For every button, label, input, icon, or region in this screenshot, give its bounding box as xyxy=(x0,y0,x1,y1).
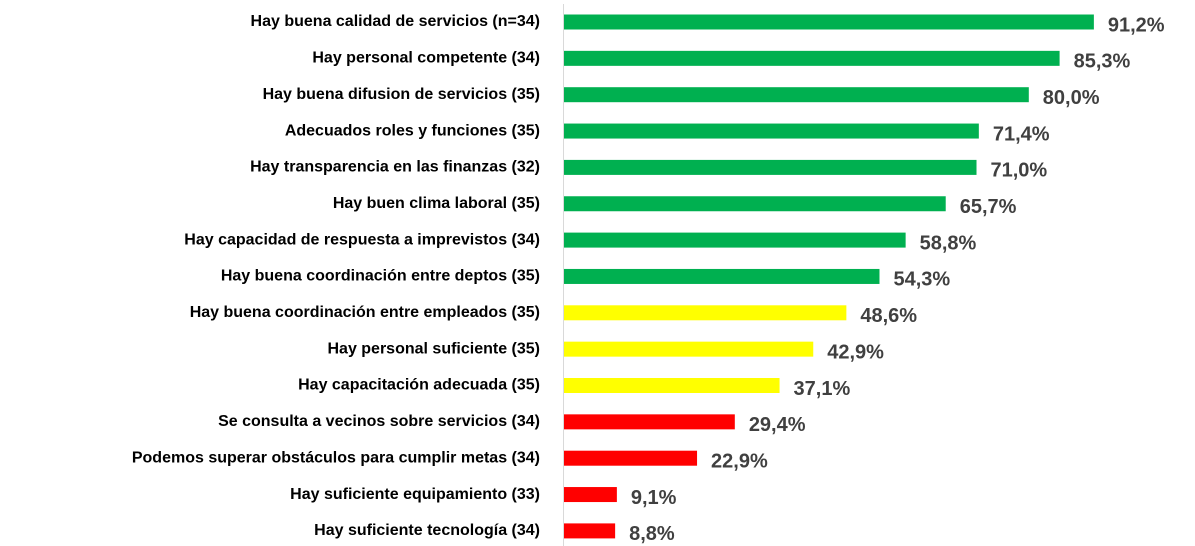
value-label: 37,1% xyxy=(794,378,851,400)
category-label: Hay buena calidad de servicios (n=34) xyxy=(251,13,540,30)
value-label: 65,7% xyxy=(960,196,1017,218)
category-label: Hay personal suficiente (35) xyxy=(327,340,540,357)
bar xyxy=(564,232,906,248)
bar xyxy=(564,87,1029,103)
bar xyxy=(564,268,880,284)
category-label: Hay buena coordinación entre empleados (… xyxy=(190,304,540,321)
category-label: Hay buen clima laboral (35) xyxy=(333,195,540,212)
value-label: 71,4% xyxy=(993,123,1050,145)
value-label: 42,9% xyxy=(827,341,884,363)
bar xyxy=(564,523,616,539)
bar xyxy=(564,414,735,430)
value-label: 58,8% xyxy=(920,232,977,254)
bar xyxy=(564,123,979,139)
category-label: Hay suficiente tecnología (34) xyxy=(314,522,540,539)
value-label: 9,1% xyxy=(631,487,677,509)
category-label: Se consulta a vecinos sobre servicios (3… xyxy=(218,413,540,430)
bar xyxy=(564,305,847,321)
value-label: 48,6% xyxy=(860,305,917,327)
value-label: 80,0% xyxy=(1043,87,1100,109)
value-label: 29,4% xyxy=(749,414,806,436)
bar xyxy=(564,159,977,175)
value-label: 22,9% xyxy=(711,450,768,472)
category-label: Hay personal competente (34) xyxy=(312,50,540,67)
category-label: Adecuados roles y funciones (35) xyxy=(285,122,540,139)
value-label: 8,8% xyxy=(629,523,675,545)
bar xyxy=(564,341,814,357)
bar xyxy=(564,487,617,503)
category-label: Hay transparencia en las finanzas (32) xyxy=(250,159,540,176)
value-label: 91,2% xyxy=(1108,14,1165,36)
value-label: 71,0% xyxy=(991,160,1048,182)
value-label: 54,3% xyxy=(893,269,950,291)
bar xyxy=(564,196,946,212)
category-label: Hay capacidad de respuesta a imprevistos… xyxy=(184,231,540,248)
value-label: 85,3% xyxy=(1074,51,1131,73)
category-label: Hay buena difusion de servicios (35) xyxy=(263,86,540,103)
category-label: Podemos superar obstáculos para cumplir … xyxy=(132,449,540,466)
bar xyxy=(564,378,780,393)
category-label: Hay capacitación adecuada (35) xyxy=(298,377,540,394)
bar xyxy=(564,450,698,466)
category-label: Hay buena coordinación entre deptos (35) xyxy=(221,268,540,285)
bar xyxy=(564,50,1060,66)
category-label: Hay suficiente equipamiento (33) xyxy=(290,486,540,503)
bar xyxy=(564,14,1094,30)
